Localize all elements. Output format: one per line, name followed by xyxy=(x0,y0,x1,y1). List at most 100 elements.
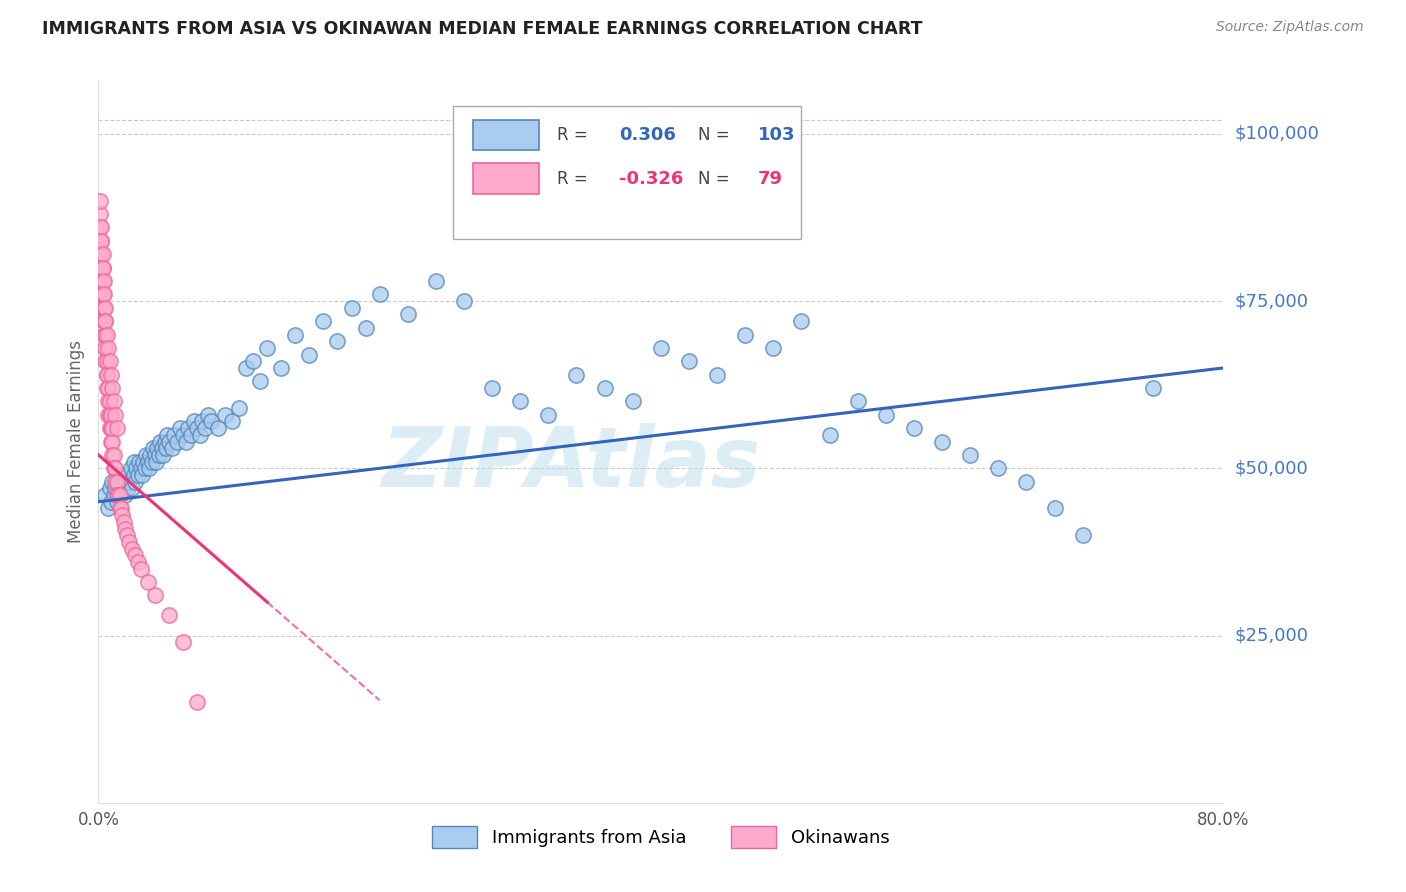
Point xyxy=(200,414,222,428)
Point xyxy=(312,314,335,328)
Point xyxy=(621,394,644,409)
Point xyxy=(89,207,111,221)
Point xyxy=(160,441,183,455)
Point xyxy=(89,220,111,235)
Point xyxy=(98,408,121,422)
Point xyxy=(136,575,159,590)
Point xyxy=(94,488,117,502)
Point xyxy=(270,361,292,376)
Point xyxy=(132,454,155,469)
Text: $75,000: $75,000 xyxy=(1234,292,1309,310)
Point xyxy=(121,482,143,496)
Point xyxy=(96,354,118,368)
Point xyxy=(1015,475,1038,489)
FancyBboxPatch shape xyxy=(453,105,801,239)
Point xyxy=(112,515,135,529)
Point xyxy=(90,234,112,248)
FancyBboxPatch shape xyxy=(472,120,540,151)
Point xyxy=(138,461,160,475)
Point xyxy=(110,501,132,516)
Point xyxy=(96,368,118,382)
Text: $100,000: $100,000 xyxy=(1234,125,1319,143)
Point xyxy=(91,287,114,301)
Point xyxy=(104,461,127,475)
Point xyxy=(93,314,115,328)
Point xyxy=(125,461,148,475)
Point xyxy=(129,562,152,576)
Point xyxy=(1071,528,1094,542)
Text: IMMIGRANTS FROM ASIA VS OKINAWAN MEDIAN FEMALE EARNINGS CORRELATION CHART: IMMIGRANTS FROM ASIA VS OKINAWAN MEDIAN … xyxy=(42,20,922,37)
Point xyxy=(298,348,321,362)
Point xyxy=(354,320,377,334)
Point xyxy=(368,287,391,301)
Point xyxy=(114,521,136,535)
Point xyxy=(90,220,112,235)
Point xyxy=(249,375,271,389)
Point xyxy=(90,274,112,288)
Point xyxy=(89,194,111,208)
Point xyxy=(166,434,188,449)
Point xyxy=(97,394,120,409)
Point xyxy=(121,541,143,556)
FancyBboxPatch shape xyxy=(472,163,540,194)
Point xyxy=(141,454,163,469)
Point xyxy=(593,381,616,395)
Point xyxy=(153,434,176,449)
Point xyxy=(96,327,118,342)
Point xyxy=(425,274,447,288)
Point xyxy=(146,441,169,455)
Point xyxy=(453,293,475,308)
Point xyxy=(987,461,1010,475)
Text: $25,000: $25,000 xyxy=(1234,626,1309,645)
Point xyxy=(105,488,128,502)
Point xyxy=(174,434,197,449)
Point xyxy=(100,434,122,449)
Point xyxy=(155,441,177,455)
Point xyxy=(706,368,728,382)
Point xyxy=(172,427,194,442)
Point xyxy=(110,467,132,482)
Point xyxy=(94,301,117,315)
Point xyxy=(101,421,124,435)
Text: $50,000: $50,000 xyxy=(1234,459,1308,477)
Point xyxy=(145,454,167,469)
Point xyxy=(134,461,156,475)
Text: ZIPAtlas: ZIPAtlas xyxy=(381,423,761,504)
Point xyxy=(89,247,111,261)
Point xyxy=(136,454,159,469)
Point xyxy=(90,247,112,261)
Text: 103: 103 xyxy=(758,126,794,145)
Point xyxy=(129,461,152,475)
Point xyxy=(108,488,131,502)
Point xyxy=(903,421,925,435)
Point xyxy=(221,414,243,428)
Legend: Immigrants from Asia, Okinawans: Immigrants from Asia, Okinawans xyxy=(425,819,897,855)
Point xyxy=(115,467,138,482)
Point xyxy=(104,482,127,496)
Point xyxy=(115,528,138,542)
Point xyxy=(191,414,214,428)
Point xyxy=(762,341,785,355)
Point xyxy=(97,408,120,422)
Point xyxy=(100,421,122,435)
Point xyxy=(112,475,135,489)
Point xyxy=(93,274,115,288)
Point xyxy=(104,475,127,489)
Point xyxy=(100,494,122,508)
Point xyxy=(97,381,120,395)
Point xyxy=(194,421,217,435)
Point xyxy=(150,441,173,455)
Point xyxy=(180,427,202,442)
Point xyxy=(207,421,229,435)
Point xyxy=(163,427,186,442)
Point xyxy=(846,394,869,409)
Point xyxy=(118,475,141,489)
Text: R =: R = xyxy=(557,169,588,187)
Point xyxy=(256,341,278,355)
Point xyxy=(103,488,125,502)
Point xyxy=(127,467,149,482)
Point xyxy=(537,408,560,422)
Point xyxy=(186,421,208,435)
Point xyxy=(650,341,672,355)
Point xyxy=(108,488,131,502)
